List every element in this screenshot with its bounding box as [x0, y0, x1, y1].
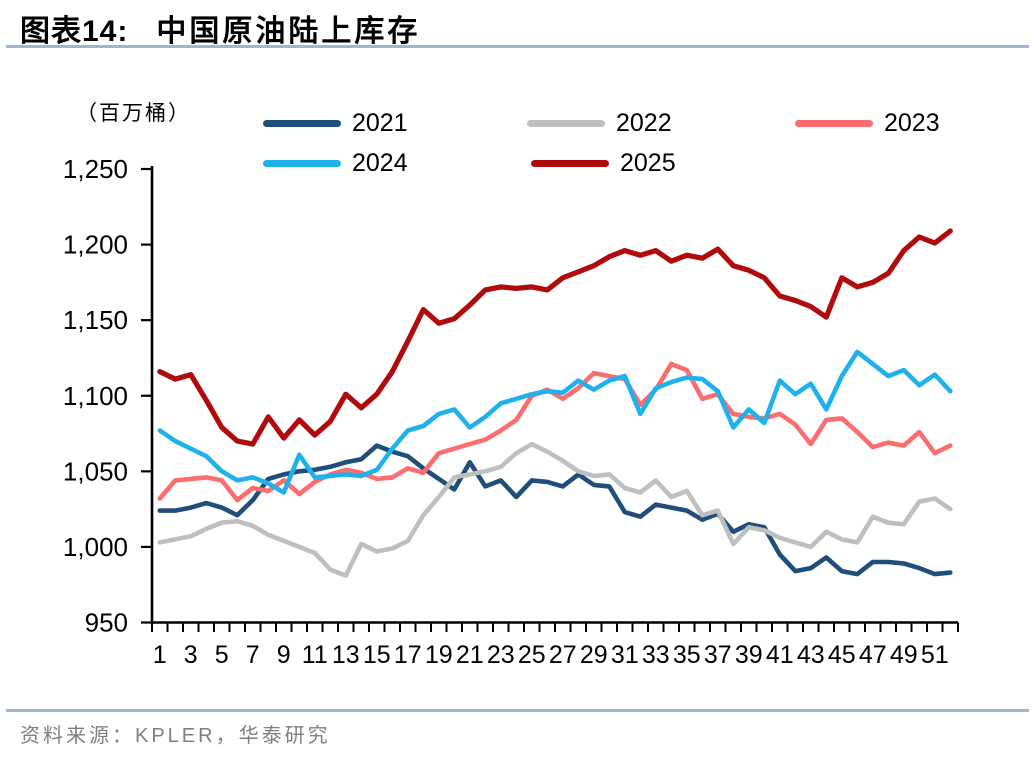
x-tick-label: 43 [797, 641, 825, 669]
legend-item-2023: 2023 [795, 108, 940, 138]
x-tick-label: 11 [302, 641, 328, 669]
legend-swatch-2025 [531, 159, 609, 167]
x-tick-label: 29 [580, 641, 608, 669]
figure-title: 图表14: 中国原油陆上库存 [20, 6, 420, 50]
y-tick-label: 1,050 [63, 456, 128, 486]
legend-label-2021: 2021 [352, 108, 408, 137]
series-line-2024 [157, 349, 953, 495]
x-tick-label: 45 [828, 641, 856, 669]
legend-item-2024: 2024 [263, 148, 408, 178]
y-tick-label: 1,150 [63, 305, 128, 335]
figure-number-label: 图表14: [20, 15, 129, 48]
x-tick-label: 39 [735, 641, 763, 669]
x-tick-label: 47 [859, 641, 887, 669]
x-tick-label: 9 [277, 641, 291, 669]
series-line-2025 [157, 228, 953, 447]
x-tick-label: 1 [153, 641, 167, 669]
x-tick-label: 19 [425, 641, 453, 669]
legend-item-2022: 2022 [527, 108, 672, 138]
x-tick-label: 21 [456, 641, 484, 669]
x-tick-label: 49 [890, 641, 918, 669]
x-tick-label: 37 [704, 641, 732, 669]
y-axis-unit-label: （百万桶） [76, 102, 191, 125]
y-tick-label: 1,100 [63, 381, 128, 411]
legend-label-2025: 2025 [620, 148, 676, 177]
legend-item-2025: 2025 [531, 148, 676, 178]
legend-item-2021: 2021 [263, 108, 408, 138]
x-tick-label: 33 [642, 641, 670, 669]
x-tick-label: 15 [363, 641, 391, 669]
y-tick-label: 1,250 [63, 154, 128, 184]
x-tick-label: 27 [549, 641, 577, 669]
x-tick-label: 51 [921, 641, 949, 669]
x-tick-label: 41 [766, 641, 794, 669]
legend-swatch-2023 [795, 119, 873, 127]
legend-swatch-2021 [263, 119, 341, 127]
x-tick-label: 3 [184, 641, 198, 669]
x-tick-label: 35 [673, 641, 701, 669]
figure-name: 中国原油陆上库存 [156, 15, 421, 48]
x-tick-label: 13 [332, 641, 360, 669]
y-tick-label: 1,200 [63, 230, 128, 260]
legend-label-2024: 2024 [352, 148, 408, 177]
series-line-2022 [157, 441, 953, 578]
x-tick-label: 25 [518, 641, 546, 669]
x-tick-label: 5 [215, 641, 229, 669]
x-tick-label: 17 [394, 641, 422, 669]
footer-divider-line [6, 709, 1029, 712]
legend-swatch-2024 [263, 159, 341, 167]
x-tick-label: 31 [611, 641, 639, 669]
legend-label-2023: 2023 [884, 108, 940, 137]
legend-label-2022: 2022 [616, 108, 672, 137]
source-note: 资料来源：KPLER，华泰研究 [20, 725, 331, 747]
y-tick-label: 950 [85, 608, 128, 638]
legend-swatch-2022 [527, 119, 605, 127]
y-tick-label: 1,000 [63, 532, 128, 562]
title-divider-line [6, 45, 1029, 48]
x-tick-label: 7 [246, 641, 260, 669]
series-line-2021 [157, 443, 953, 577]
x-tick-label: 23 [487, 641, 515, 669]
